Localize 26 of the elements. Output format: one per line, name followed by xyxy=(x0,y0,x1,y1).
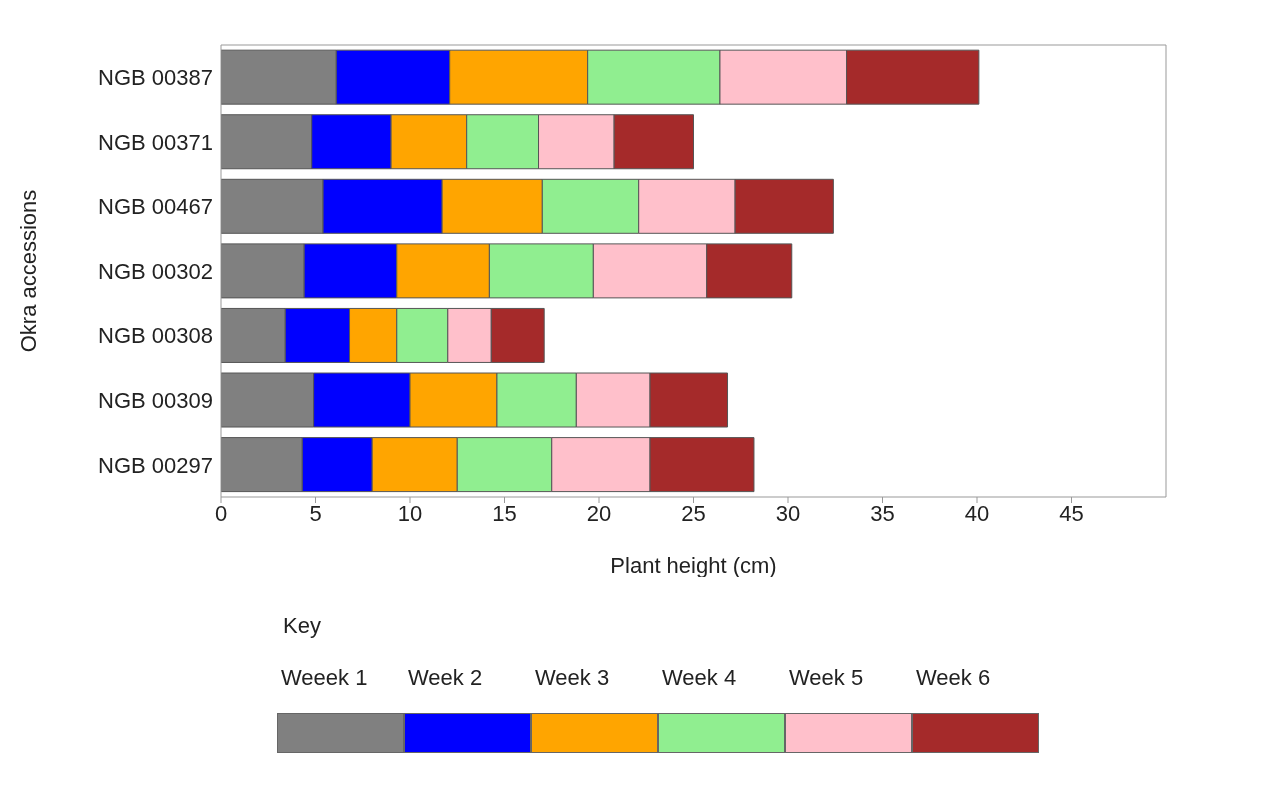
text: Week 4 xyxy=(662,665,738,691)
y-tick-label: NGB 00302 xyxy=(98,258,213,284)
x-tick-label: 35 xyxy=(870,500,895,526)
x-tick-label: 25 xyxy=(681,500,706,526)
text: Weeek 1 xyxy=(281,665,369,691)
x-tick-label: 15 xyxy=(492,500,517,526)
x-tick-label: 40 xyxy=(964,500,990,526)
x-tick-label: 0 xyxy=(214,500,228,526)
text: Week 3 xyxy=(535,665,611,691)
y-tick-label: NGB 00308 xyxy=(98,323,213,349)
y-tick-label: NGB 00467 xyxy=(98,194,213,220)
legend-title: Key xyxy=(283,613,322,639)
x-tick-label: 5 xyxy=(309,500,322,526)
y-tick-label: NGB 00387 xyxy=(98,65,213,91)
text: Week 5 xyxy=(789,665,865,691)
y-tick-label: NGB 00297 xyxy=(98,452,213,478)
y-tick-label: NGB 00309 xyxy=(98,387,213,413)
y-tick-label: NGB 00371 xyxy=(98,129,213,155)
x-axis-title: Plant height (cm) xyxy=(610,553,777,578)
text: Week 2 xyxy=(408,665,484,691)
y-axis-title: Okra accessions xyxy=(15,189,41,353)
x-tick-label: 45 xyxy=(1059,500,1084,526)
x-tick-label: 20 xyxy=(586,500,612,526)
text: Week 6 xyxy=(916,665,992,691)
x-tick-label: 30 xyxy=(775,500,801,526)
x-tick-label: 10 xyxy=(397,500,423,526)
